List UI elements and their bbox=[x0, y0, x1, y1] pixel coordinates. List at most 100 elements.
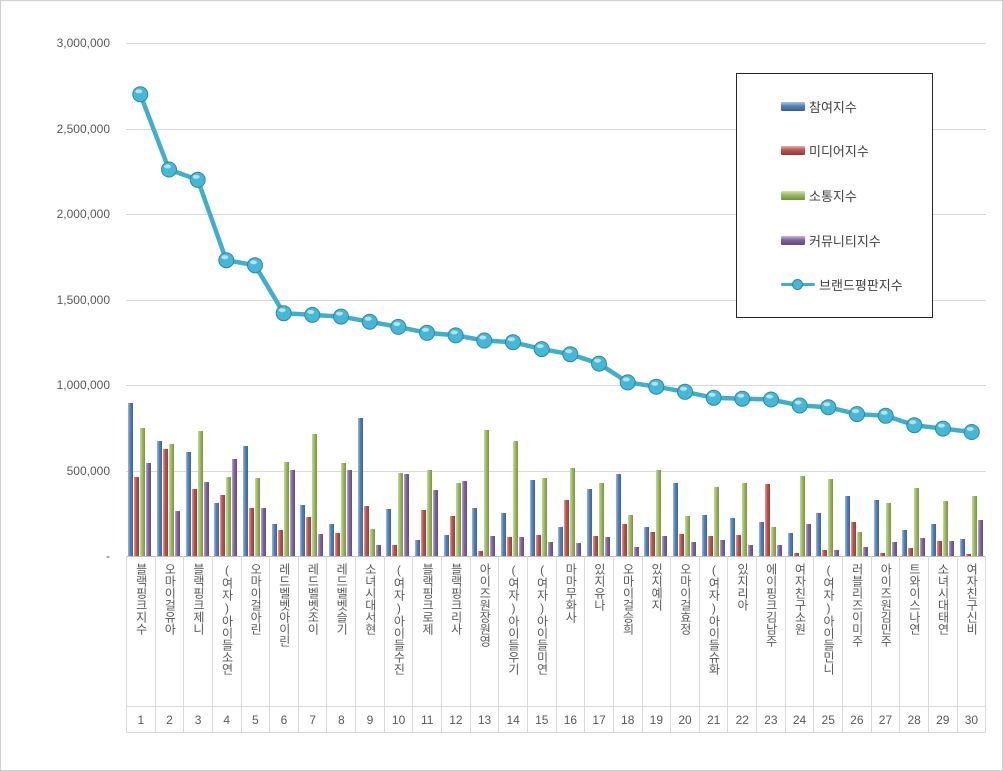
bar-communication bbox=[140, 427, 146, 556]
gridline bbox=[126, 470, 986, 472]
bar-group bbox=[585, 43, 614, 556]
bar-community bbox=[834, 550, 840, 556]
rank-label-cell: 19 bbox=[641, 707, 671, 732]
category-label: (여자)아이들우기 bbox=[506, 563, 521, 675]
category-label: (여자)아이들미연 bbox=[535, 563, 550, 675]
bar-group bbox=[384, 43, 413, 556]
bar-participation bbox=[415, 539, 421, 556]
rank-label-cell: 23 bbox=[756, 707, 785, 732]
bar-communication bbox=[484, 430, 490, 556]
rank-label-cell: 28 bbox=[899, 707, 928, 732]
bar-group bbox=[269, 43, 298, 556]
bar-group bbox=[642, 43, 671, 556]
bar-communication bbox=[943, 501, 949, 556]
category-label-cell: 블랙핑크로제 bbox=[412, 556, 441, 706]
rank-label-cell: 29 bbox=[927, 707, 957, 732]
category-label-cell: (여자)아이들슈화 bbox=[698, 556, 728, 706]
category-label-cell: 여자친구신비 bbox=[956, 556, 987, 706]
rank-label-cell: 10 bbox=[383, 707, 413, 732]
bar-media bbox=[449, 515, 455, 556]
rank-label: 2 bbox=[166, 712, 173, 727]
category-label: 소녀시대서현 bbox=[363, 563, 378, 635]
bar-community bbox=[605, 537, 611, 556]
bar-communication bbox=[169, 444, 174, 556]
bar-participation bbox=[558, 526, 564, 556]
bar-group bbox=[814, 43, 843, 556]
bar-community bbox=[146, 462, 152, 556]
bar-community bbox=[490, 535, 496, 556]
category-label-cell: 여자친구소원 bbox=[784, 556, 814, 706]
bar-community bbox=[576, 543, 582, 556]
category-label: (여자)아이들민니 bbox=[821, 563, 836, 675]
category-label: (여자)아이들슈화 bbox=[706, 563, 721, 675]
bar-participation bbox=[501, 513, 507, 556]
y-axis-tick-label: 2,500,000 bbox=[56, 121, 110, 136]
category-label: 오마이걸유아 bbox=[162, 563, 177, 635]
category-label-cell: 블랙핑크리사 bbox=[441, 556, 470, 706]
bar-community bbox=[433, 490, 439, 556]
rank-label-cell: 2 bbox=[154, 707, 184, 732]
bar-participation bbox=[529, 479, 535, 556]
category-label: 레드벨벳아이린 bbox=[277, 563, 292, 647]
category-label: 있지리아 bbox=[735, 563, 750, 611]
bar-communication bbox=[197, 431, 203, 556]
bar-community bbox=[318, 533, 324, 556]
bar-participation bbox=[329, 523, 335, 556]
bar-communication bbox=[398, 473, 404, 556]
bar-group bbox=[499, 43, 528, 556]
category-label-cell: 레드벨벳아이린 bbox=[269, 556, 298, 706]
legend-label: 미디어지수 bbox=[809, 144, 869, 160]
bar-group bbox=[327, 43, 356, 556]
bar-participation bbox=[214, 503, 220, 556]
bar-group bbox=[957, 43, 986, 556]
bar-community bbox=[691, 541, 697, 556]
bar-community bbox=[777, 544, 783, 556]
legend-item-brand-reputation: 브랜드평판지수 bbox=[781, 275, 932, 294]
bar-media bbox=[937, 540, 943, 556]
bar-community bbox=[719, 539, 725, 556]
bar-media bbox=[679, 533, 685, 556]
rank-label-cell: 5 bbox=[240, 707, 270, 732]
bar-media bbox=[650, 532, 656, 556]
category-label-cell: 블랙핑크지수 bbox=[126, 556, 155, 706]
category-label: 레드벨벳조이 bbox=[305, 563, 320, 635]
bar-community bbox=[863, 546, 869, 556]
bar-group bbox=[527, 43, 556, 556]
bar-community bbox=[519, 537, 525, 556]
bar-communication bbox=[742, 482, 748, 556]
bar-communication bbox=[656, 469, 662, 556]
bar-participation bbox=[185, 451, 191, 556]
category-label: 블랙핑크리사 bbox=[449, 563, 464, 635]
rank-label: 11 bbox=[420, 712, 434, 727]
bar-participation bbox=[271, 524, 277, 556]
bar-participation bbox=[873, 499, 879, 556]
bar-communication bbox=[914, 487, 920, 556]
bar-communication bbox=[570, 467, 576, 556]
bar-media bbox=[879, 553, 885, 556]
rank-label: 5 bbox=[252, 712, 259, 727]
bar-group bbox=[556, 43, 585, 556]
bar-participation bbox=[845, 496, 851, 556]
category-label-cell: 있지예지 bbox=[641, 556, 671, 706]
category-label-cell: 오마이걸승희 bbox=[612, 556, 642, 706]
bar-community bbox=[461, 480, 467, 556]
category-label: 러블리즈이미주 bbox=[850, 563, 865, 647]
rank-label-cell: 20 bbox=[670, 707, 699, 732]
category-label-cell: (여자)아이들수진 bbox=[383, 556, 413, 706]
y-axis-tick-label: - bbox=[106, 549, 110, 563]
bar-community bbox=[547, 541, 553, 556]
category-label: 블랙핑크로제 bbox=[420, 563, 435, 635]
rank-label: 20 bbox=[678, 712, 692, 727]
bar-group bbox=[929, 43, 958, 556]
rank-label: 26 bbox=[850, 712, 864, 727]
gridline bbox=[126, 43, 986, 44]
bar-community bbox=[977, 520, 983, 556]
bar-community bbox=[920, 538, 926, 556]
rank-label-cell: 15 bbox=[526, 707, 556, 732]
bar-participation bbox=[443, 534, 449, 556]
rank-label: 10 bbox=[391, 712, 406, 727]
rank-label-cell: 7 bbox=[297, 707, 327, 732]
category-label: 마마무화사 bbox=[563, 563, 578, 623]
bar-participation bbox=[816, 513, 822, 556]
legend-item-participation: 참여지수 bbox=[781, 97, 932, 116]
